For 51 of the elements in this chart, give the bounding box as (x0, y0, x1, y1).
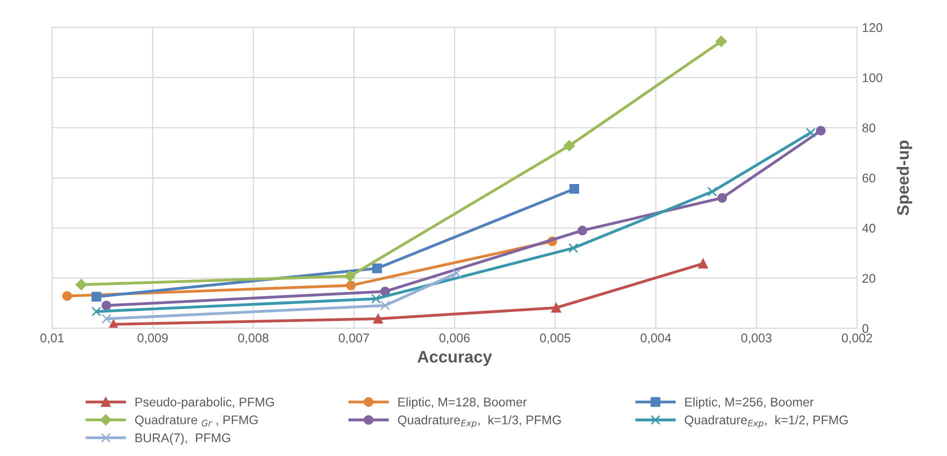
point (568, 243, 578, 253)
point (452, 268, 462, 278)
x-tick-label: 0,006 (439, 334, 470, 344)
x-tick-label: 0,002 (842, 334, 872, 344)
legend-label: BURA(7), PFMG (136, 433, 230, 445)
legend-label: Quadrature$_{Exp}$, k=1/3, PFMG (398, 415, 561, 428)
point (372, 264, 382, 274)
x-tick-label: 0,005 (540, 334, 570, 344)
point (102, 314, 112, 324)
x-tick-label: 0,004 (640, 334, 672, 344)
point (76, 279, 87, 290)
legend-label: Quadrature$_{Exp}$, k=1/2, PFMG (684, 415, 848, 428)
y-tick-label: 120 (862, 23, 882, 32)
legend-label: Eliptic, M=128, Boomer (398, 397, 527, 409)
x-tick-label: 0,009 (138, 334, 168, 344)
point (62, 291, 72, 301)
point (569, 184, 580, 194)
point (577, 226, 588, 236)
point (717, 193, 728, 203)
point (707, 186, 718, 196)
y-tick-label: 0 (862, 324, 868, 333)
point (344, 270, 356, 282)
point (564, 140, 575, 152)
point (380, 300, 390, 310)
x-tick-label: 0,007 (338, 334, 369, 344)
point (380, 286, 390, 296)
y-tick-label: 40 (862, 224, 876, 233)
point (551, 302, 562, 313)
y-tick-label: 100 (862, 73, 882, 82)
point (102, 300, 112, 310)
point (108, 319, 118, 328)
point (371, 294, 381, 304)
point (373, 314, 383, 324)
y-tick-label: 60 (862, 174, 876, 182)
point (698, 258, 708, 268)
legend-label: Pseudo-parabolic, PFMG (136, 397, 274, 409)
legend-label: Quadrature $_{Gr}$ , PFMG (135, 415, 258, 427)
point (716, 36, 727, 48)
x-axis-title: Accuracy (417, 351, 492, 366)
point (806, 128, 816, 138)
x-tick-label: 0,01 (40, 334, 64, 344)
x-tick-label: 0,003 (741, 334, 772, 344)
y-tick-label: 80 (862, 123, 876, 132)
point (346, 280, 356, 290)
y-axis-title: Speed-up (896, 140, 912, 216)
legend-label: Eliptic, M=256, Boomer (685, 397, 814, 409)
x-tick-label: 0,008 (238, 334, 268, 344)
point (816, 126, 826, 136)
y-tick-label: 20 (862, 274, 876, 283)
point (91, 292, 102, 302)
point (91, 306, 102, 316)
